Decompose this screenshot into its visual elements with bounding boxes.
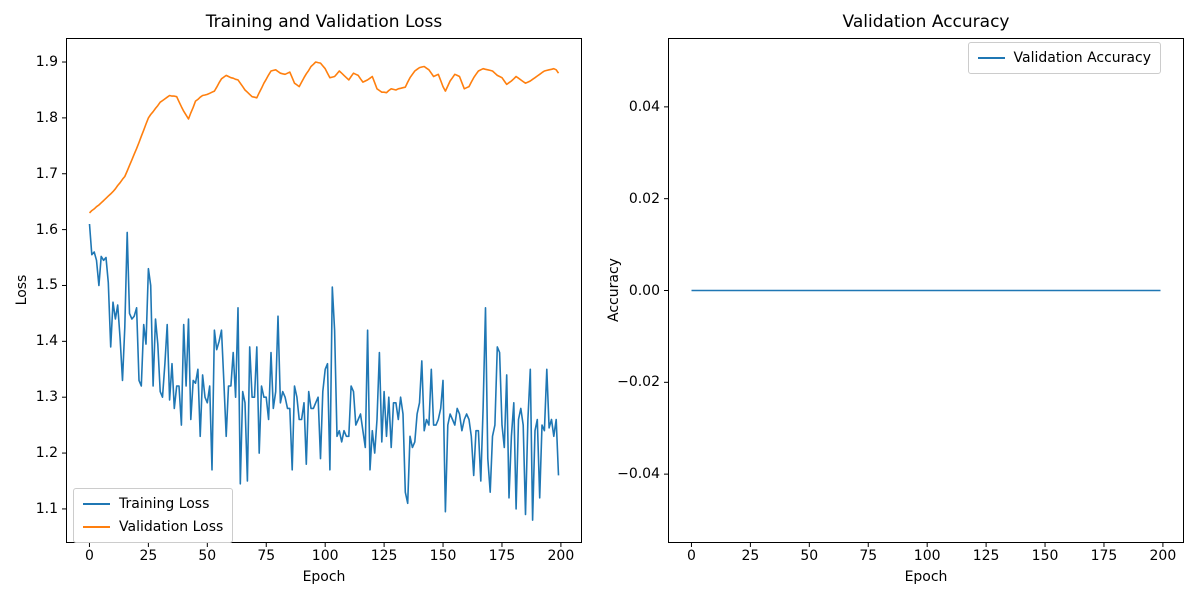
- x-tick-label: 50: [800, 548, 819, 564]
- x-tick-label: 100: [913, 548, 941, 564]
- loss-chart-title: Training and Validation Loss: [205, 12, 443, 32]
- accuracy-legend: Validation Accuracy: [967, 42, 1161, 74]
- x-tick-label: 125: [370, 548, 398, 564]
- accuracy-chart-title: Validation Accuracy: [842, 12, 1010, 32]
- legend-label-validation-accuracy: Validation Accuracy: [1013, 50, 1152, 66]
- validation-accuracy-line-swatch: [977, 57, 1005, 59]
- validation-loss-line: [88, 61, 560, 214]
- accuracy-xlabel: Epoch: [904, 569, 948, 585]
- loss-legend: Training Loss Validation Loss: [73, 488, 234, 543]
- x-tick-label: 0: [84, 548, 94, 564]
- training-loss-line: [88, 223, 560, 521]
- y-tick-label: 1.9: [35, 54, 58, 71]
- x-tick-label: 175: [488, 548, 516, 564]
- x-tick-label: 150: [1031, 548, 1059, 564]
- y-tick-label: 0.00: [628, 282, 660, 299]
- training-loss-line-swatch: [83, 503, 110, 505]
- y-tick-label: 1.1: [35, 500, 58, 517]
- axes-spines: [668, 38, 1184, 543]
- y-tick-label: 1.5: [35, 277, 58, 294]
- x-tick-label: 200: [547, 548, 575, 564]
- legend-item-validation-accuracy: Validation Accuracy: [977, 48, 1152, 68]
- y-tick-label: 0.04: [628, 98, 660, 115]
- y-tick-label: −0.02: [617, 374, 660, 391]
- legend-label-validation-loss: Validation Loss: [119, 519, 224, 535]
- legend-item-training-loss: Training Loss: [83, 494, 223, 514]
- x-tick-label: 150: [429, 548, 457, 564]
- x-tick-label: 50: [198, 548, 217, 564]
- y-tick-label: 0.02: [628, 190, 660, 207]
- x-tick-label: 100: [311, 548, 339, 564]
- x-tick-label: 75: [257, 548, 276, 564]
- loss-xlabel: Epoch: [302, 569, 346, 585]
- y-tick-label: 1.3: [35, 389, 58, 406]
- legend-label-training-loss: Training Loss: [119, 496, 210, 512]
- x-tick-label: 0: [686, 548, 696, 564]
- x-tick-label: 25: [741, 548, 760, 564]
- x-tick-label: 125: [972, 548, 1000, 564]
- validation-loss-line-swatch: [83, 526, 110, 528]
- legend-item-validation-loss: Validation Loss: [83, 517, 223, 537]
- x-tick-label: 75: [859, 548, 878, 564]
- y-tick-label: −0.04: [617, 466, 660, 483]
- x-tick-label: 175: [1090, 548, 1118, 564]
- axes-spines: [66, 38, 582, 543]
- x-tick-label: 25: [139, 548, 158, 564]
- y-tick-label: 1.8: [35, 109, 58, 126]
- y-tick-label: 1.6: [35, 221, 58, 238]
- y-tick-label: 1.7: [35, 165, 58, 182]
- x-tick-label: 200: [1149, 548, 1177, 564]
- y-tick-label: 1.2: [35, 445, 58, 462]
- y-tick-label: 1.4: [35, 333, 58, 350]
